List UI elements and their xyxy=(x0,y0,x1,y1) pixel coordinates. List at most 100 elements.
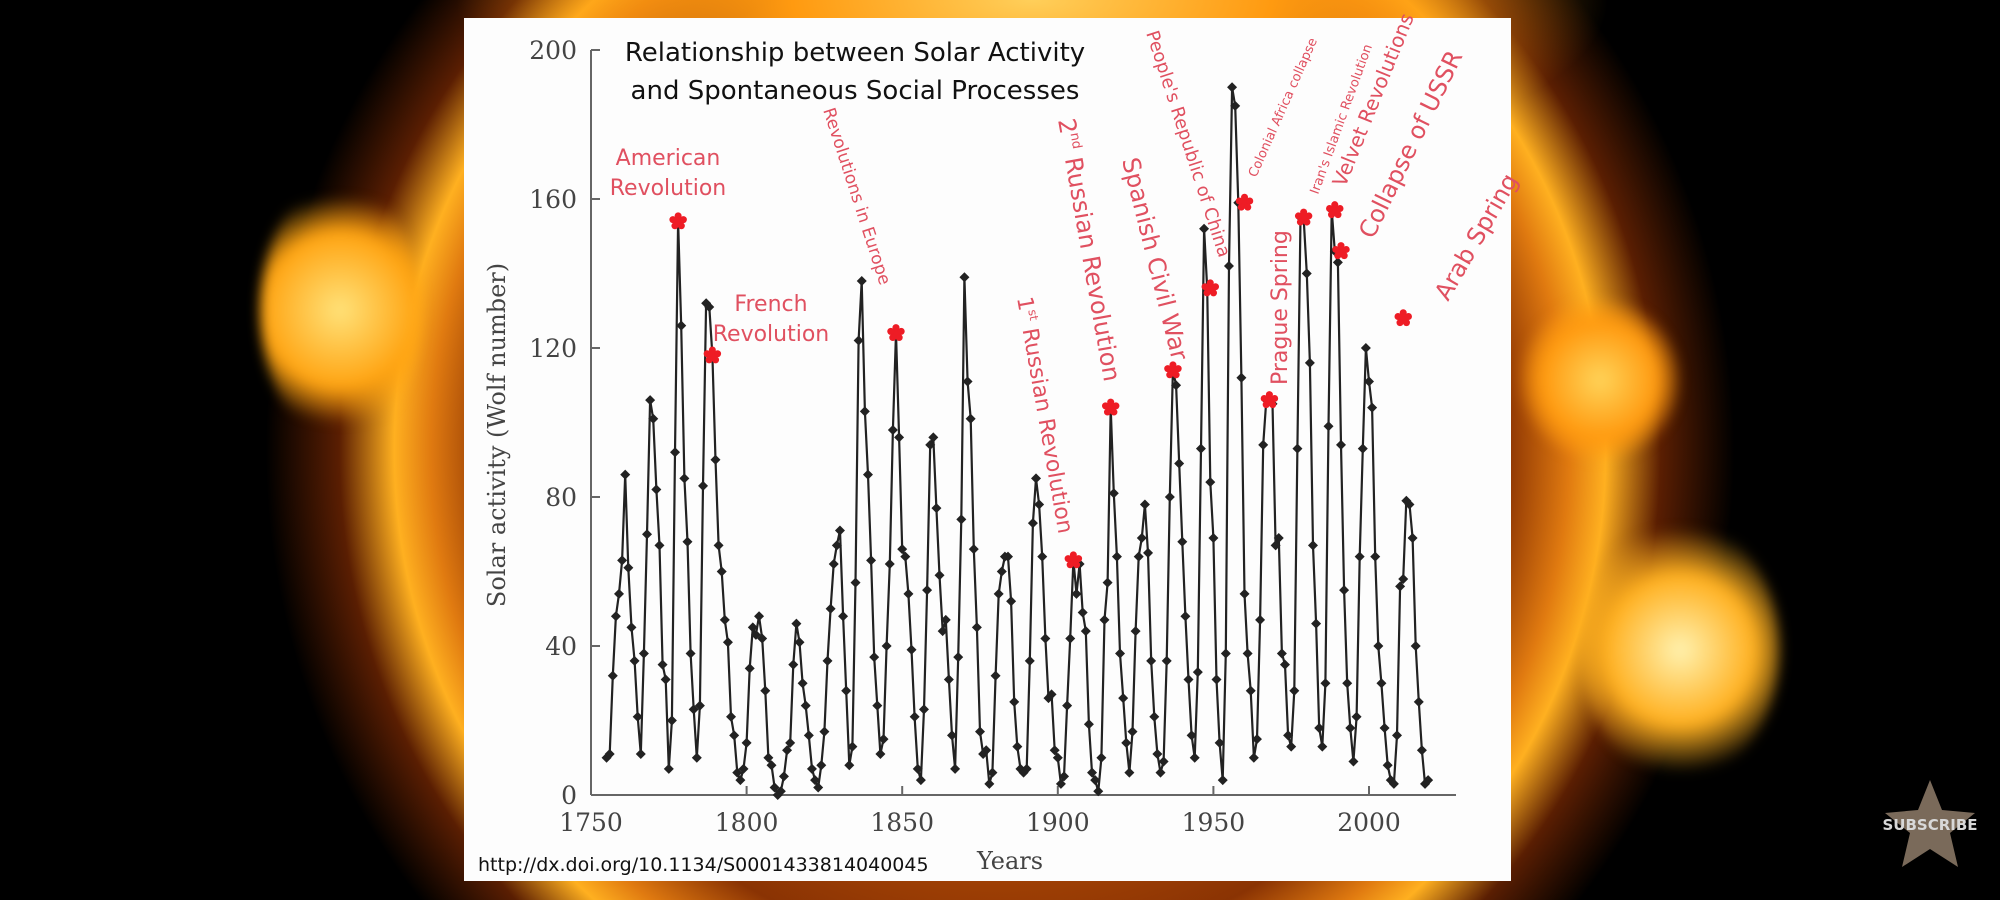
data-point xyxy=(797,678,808,689)
data-point xyxy=(1124,767,1135,778)
data-point xyxy=(1087,767,1098,778)
event-label-arab: Arab Spring xyxy=(1429,169,1524,305)
data-point xyxy=(844,760,855,771)
data-point xyxy=(788,659,799,670)
data-point xyxy=(1211,674,1222,685)
data-point xyxy=(760,685,771,696)
solar-flare xyxy=(1520,300,1680,460)
event-marker-petal xyxy=(671,222,679,230)
event-marker-petal xyxy=(1334,211,1342,219)
data-point xyxy=(1423,775,1434,786)
event-marker xyxy=(1294,208,1313,226)
data-point xyxy=(1205,477,1216,488)
data-point xyxy=(872,700,883,711)
data-point xyxy=(943,674,954,685)
y-tick-label: 80 xyxy=(545,483,577,512)
event-marker-petal xyxy=(712,356,720,364)
data-point xyxy=(1065,633,1076,644)
data-point xyxy=(1407,532,1418,543)
data-point xyxy=(1323,421,1334,432)
data-point xyxy=(775,786,786,797)
axes: 0 40 80 120 160 200 1750 1800 1850 1900 1950 2000 xyxy=(529,36,1456,837)
source-url[interactable]: http://dx.doi.org/10.1134/S0001433814040… xyxy=(478,854,929,876)
data-point xyxy=(719,614,730,625)
data-point xyxy=(928,432,939,443)
data-point xyxy=(1183,674,1194,685)
event-marker-petal xyxy=(1332,245,1340,253)
event-marker-petal xyxy=(1174,365,1182,373)
event-marker xyxy=(1260,391,1279,409)
event-marker-petal xyxy=(1073,561,1081,569)
data-point xyxy=(1342,678,1353,689)
data-point xyxy=(1230,100,1241,111)
event-label-russian-2: 2nd Russian Revolution xyxy=(1052,116,1126,383)
data-point xyxy=(1021,763,1032,774)
event-marker xyxy=(1101,398,1120,416)
event-marker-petal xyxy=(1244,203,1252,211)
data-point xyxy=(850,577,861,588)
event-marker-petal xyxy=(1064,555,1072,563)
data-point xyxy=(626,622,637,633)
event-markers xyxy=(669,193,1412,569)
event-marker-petal xyxy=(1112,402,1120,410)
data-point xyxy=(1130,626,1141,637)
data-point xyxy=(1339,585,1350,596)
data-point xyxy=(1108,488,1119,499)
data-point xyxy=(657,659,668,670)
event-label-american: American xyxy=(616,146,721,171)
chart-title-line-1: Relationship between Solar Activity xyxy=(625,38,1085,68)
x-tick-label: 2000 xyxy=(1337,808,1401,837)
data-point xyxy=(1062,700,1073,711)
data-point xyxy=(1364,376,1374,387)
data-point xyxy=(729,730,740,741)
data-point xyxy=(1286,741,1297,752)
data-point xyxy=(648,413,659,424)
subscribe-watermark[interactable]: SUBSCRIBE xyxy=(1870,775,1990,875)
data-point xyxy=(654,540,665,551)
data-point xyxy=(1031,473,1042,484)
data-point xyxy=(744,663,755,674)
event-marker xyxy=(1064,551,1083,569)
event-marker-petal xyxy=(1271,394,1279,402)
data-point xyxy=(738,763,749,774)
data-point xyxy=(987,767,998,778)
data-point xyxy=(1099,614,1110,625)
event-marker-petal xyxy=(887,327,895,335)
ordinal-suffix: st xyxy=(1025,308,1041,322)
data-point xyxy=(607,670,618,681)
data-point xyxy=(965,413,976,424)
data-point xyxy=(1049,745,1060,756)
data-point xyxy=(1317,741,1328,752)
data-point xyxy=(1127,726,1138,737)
x-tick-label: 1750 xyxy=(559,808,623,837)
event-marker xyxy=(887,324,905,342)
x-tick-label: 1950 xyxy=(1182,808,1246,837)
data-point xyxy=(1102,577,1113,588)
y-tick-label: 40 xyxy=(545,632,577,661)
event-marker-petal xyxy=(1103,408,1111,416)
data-point xyxy=(1251,734,1262,745)
data-point xyxy=(900,551,911,562)
event-marker-petal xyxy=(1402,319,1410,327)
data-point xyxy=(1161,655,1172,666)
data-point xyxy=(1214,737,1225,748)
data-point xyxy=(1046,689,1057,700)
data-point xyxy=(887,424,898,435)
event-marker-petal xyxy=(1396,319,1404,327)
event-marker-petal xyxy=(1203,289,1211,297)
data-point xyxy=(1096,752,1107,763)
data-point xyxy=(1115,648,1126,659)
y-tick-label: 160 xyxy=(529,185,577,214)
data-point xyxy=(794,637,805,648)
event-marker-petal xyxy=(1069,551,1077,559)
event-marker-petal xyxy=(1206,279,1214,287)
data-point xyxy=(754,611,765,622)
event-marker-petal xyxy=(1336,204,1344,212)
y-tick-label: 120 xyxy=(529,334,577,363)
data-point xyxy=(1404,499,1415,510)
data-point xyxy=(1236,372,1247,383)
event-marker xyxy=(703,346,722,364)
data-point xyxy=(1398,573,1409,584)
data-point xyxy=(1351,711,1362,722)
